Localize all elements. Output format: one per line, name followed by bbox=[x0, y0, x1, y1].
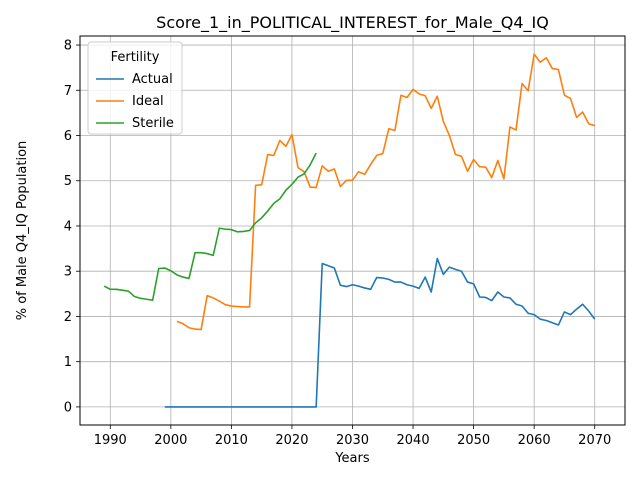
legend-label-sterile: Sterile bbox=[132, 116, 174, 131]
legend: Fertility Actual Ideal Sterile bbox=[88, 42, 182, 134]
y-tick-label: 5 bbox=[64, 174, 72, 189]
x-axis: 1990 2000 2010 2020 2030 2040 2050 2060 2070 bbox=[94, 425, 612, 448]
series-line-actual bbox=[165, 259, 595, 407]
y-tick-label: 0 bbox=[64, 400, 72, 415]
series-line-ideal bbox=[177, 54, 595, 329]
y-tick-label: 1 bbox=[64, 355, 72, 370]
x-tick-label: 2020 bbox=[275, 433, 308, 448]
legend-title: Fertility bbox=[111, 50, 160, 65]
series-line-sterile bbox=[104, 153, 316, 300]
x-tick-label: 2030 bbox=[336, 433, 369, 448]
legend-label-ideal: Ideal bbox=[132, 94, 164, 109]
x-tick-label: 2040 bbox=[397, 433, 430, 448]
y-tick-label: 4 bbox=[64, 219, 72, 234]
x-tick-label: 2000 bbox=[154, 433, 187, 448]
y-tick-label: 6 bbox=[64, 129, 72, 144]
y-tick-label: 3 bbox=[64, 265, 72, 280]
x-axis-label: Years bbox=[334, 451, 370, 466]
x-tick-label: 2070 bbox=[578, 433, 611, 448]
x-tick-label: 2050 bbox=[457, 433, 490, 448]
y-tick-label: 2 bbox=[64, 310, 72, 325]
x-tick-label: 2010 bbox=[215, 433, 248, 448]
y-axis: 0 1 2 3 4 5 6 7 8 bbox=[64, 39, 80, 416]
legend-label-actual: Actual bbox=[132, 72, 173, 87]
y-tick-label: 8 bbox=[64, 39, 72, 54]
x-tick-label: 1990 bbox=[94, 433, 127, 448]
chart-title: Score_1_in_POLITICAL_INTEREST_for_Male_Q… bbox=[156, 13, 549, 33]
y-axis-label: % of Male Q4_IQ Population bbox=[15, 141, 30, 321]
x-tick-label: 2060 bbox=[518, 433, 551, 448]
y-tick-label: 7 bbox=[64, 84, 72, 99]
